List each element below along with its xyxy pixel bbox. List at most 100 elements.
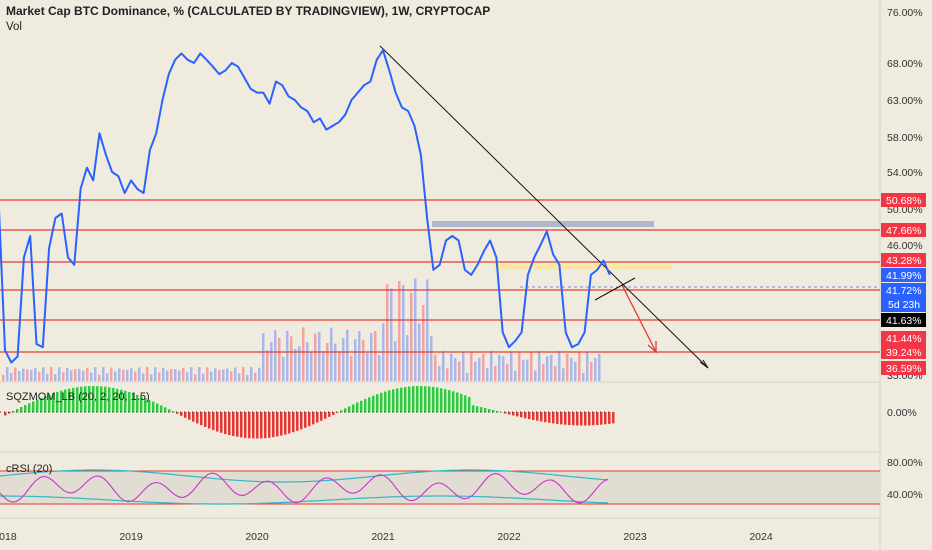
sqzmom-bar [496,410,499,413]
sqzmom-bar [332,412,335,415]
sqzmom-bar [64,389,67,413]
price-series-line [0,49,611,364]
sqzmom-bar [8,412,11,414]
volume-bar [94,367,97,381]
price-badge-label: 50.68% [886,195,922,207]
volume-bar [490,351,493,381]
volume-bar [138,367,141,381]
volume-bar [30,370,33,381]
volume-bar [358,331,361,381]
sqzmom-bar [216,412,219,432]
sqzmom-bar [184,412,187,418]
volume-bar [114,371,117,381]
volume-bar [322,351,325,381]
volume-bar [122,369,125,381]
volume-bar [58,367,61,381]
sqzmom-bar [20,407,23,413]
volume-bar [70,370,73,381]
volume-bar [390,288,393,381]
volume-bar [394,341,397,381]
sqzmom-bar [468,396,471,413]
sqzmom-bar [572,412,575,426]
sqzmom-bar [156,403,159,413]
sqzmom-bar [84,386,87,413]
sqzmom-bar [424,386,427,413]
volume-bar [126,369,129,381]
volume-bar [534,370,537,381]
sqzmom-bar [312,412,315,425]
sqzmom-bar [612,412,615,424]
sqzmom-bar [560,412,563,425]
sqzmom-bar [320,412,323,421]
sqzmom-bar [188,412,191,420]
sqzmom-bar [324,412,327,419]
volume-bar [2,375,5,381]
volume-bar [334,343,337,381]
crsi-line [0,472,609,504]
sqzmom-bar [136,394,139,413]
volume-bar [22,368,25,381]
volume-bar [370,332,373,381]
volume-bar [198,367,201,381]
x-tick-label: 2020 [245,531,269,543]
supply-zone [494,263,672,270]
sqzmom-bar [348,406,351,413]
volume-bar [466,372,469,381]
volume-bar [386,284,389,381]
volume-bar [130,368,133,381]
sqzmom-bar [448,390,451,413]
volume-bar [478,357,481,381]
sqzmom-bar [72,387,75,413]
volume-bar [166,370,169,381]
volume-bar [162,367,165,381]
sqzmom-bar [396,388,399,413]
sqzmom-bar [512,412,515,416]
volume-bar [170,368,173,381]
volume-bar [298,346,301,381]
volume-bar [186,372,189,381]
price-badge [881,361,926,375]
sqzmom-bar [116,388,119,413]
volume-bar [302,327,305,381]
price-badge [881,331,926,345]
volume-bar [98,374,101,381]
trend-line [379,45,709,369]
x-tick-label: 2024 [749,531,773,543]
sqzmom-bar [296,412,299,431]
sqzmom-bar [224,412,227,435]
sqzmom-bar [304,412,307,428]
sqzmom-bar [76,387,79,413]
volume-bar [290,336,293,381]
sqzmom-bar [548,412,551,423]
sqzmom-bar [112,387,115,413]
trend-arrowhead [699,359,709,369]
sqzmom-bar [604,412,607,425]
sqzmom-bar [164,407,167,413]
sqzmom-bar [416,386,419,413]
volume-bar [262,333,265,381]
volume-bar [574,361,577,381]
volume-bar [46,373,49,381]
volume-bar [134,371,137,381]
volume-bar [378,355,381,381]
sqzmom-bar [260,412,263,439]
volume-bar [550,354,553,381]
volume-bar [38,371,41,381]
volume-bar [182,367,185,381]
crsi-upper-band [0,469,609,483]
chart-title: Market Cap BTC Dominance, % (CALCULATED … [6,4,491,18]
volume-bar [482,353,485,381]
countdown-badge [881,297,926,312]
sqzmom-bar [252,412,255,439]
volume-bar [254,372,257,381]
volume-bar [586,351,589,381]
sqzmom-bar [124,390,127,413]
volume-bar [594,357,597,381]
volume-bar [294,348,297,381]
volume-bar [522,359,525,381]
sqzmom-bar [284,412,287,435]
volume-bar [270,342,273,381]
y-tick-label: 76.00% [887,7,923,19]
volume-bar [90,372,93,381]
